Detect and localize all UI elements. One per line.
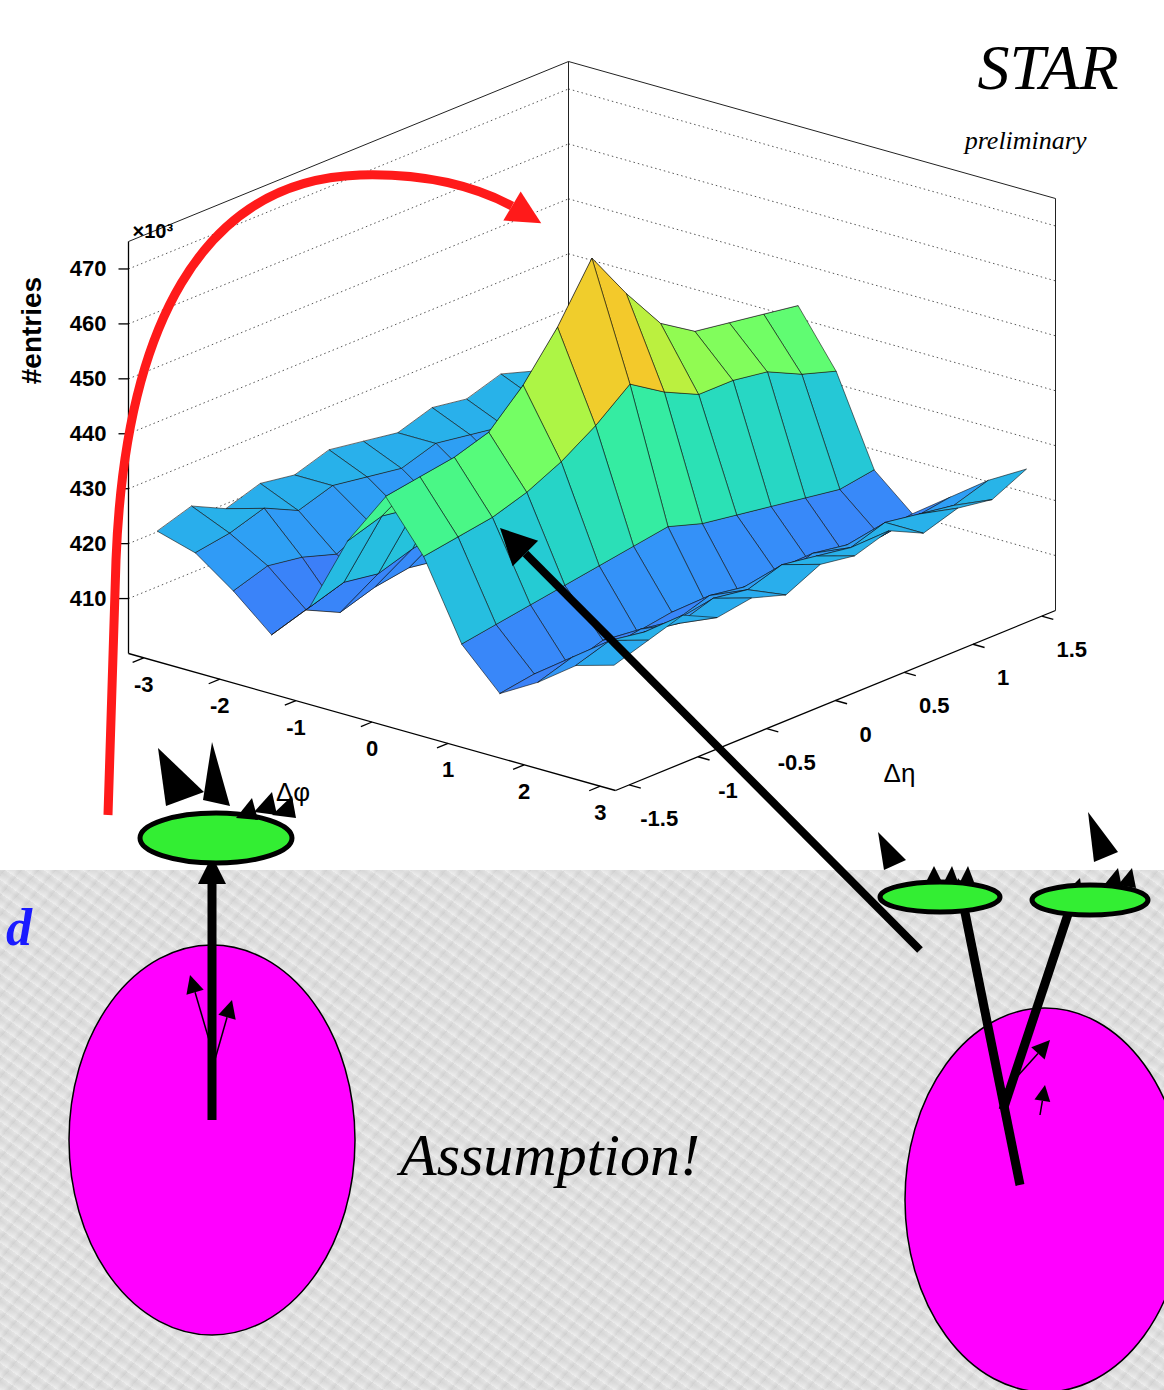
svg-text:STAR: STAR	[977, 32, 1118, 103]
svg-text:0.5: 0.5	[919, 693, 950, 718]
svg-text:1.5: 1.5	[1056, 637, 1087, 662]
svg-text:-0.5: -0.5	[778, 750, 816, 775]
svg-text:Δη: Δη	[884, 758, 916, 788]
svg-text:470: 470	[70, 256, 107, 281]
svg-text:1: 1	[442, 757, 454, 782]
svg-text:preliminary: preliminary	[963, 126, 1087, 155]
svg-text:460: 460	[70, 311, 107, 336]
svg-text:0: 0	[366, 736, 378, 761]
svg-text:440: 440	[70, 421, 107, 446]
svg-text:0: 0	[859, 722, 871, 747]
svg-text:1: 1	[997, 665, 1009, 690]
svg-text:2: 2	[518, 779, 530, 804]
svg-text:-3: -3	[134, 672, 154, 697]
svg-text:-1: -1	[286, 715, 306, 740]
svg-text:-2: -2	[210, 693, 230, 718]
svg-text:-1: -1	[718, 778, 738, 803]
svg-text:430: 430	[70, 476, 107, 501]
svg-text:#entries: #entries	[16, 277, 47, 384]
svg-text:Δφ: Δφ	[276, 777, 310, 807]
svg-text:-1.5: -1.5	[640, 806, 678, 831]
svg-text:×10³: ×10³	[133, 220, 174, 242]
svg-text:420: 420	[70, 531, 107, 556]
svg-text:3: 3	[594, 800, 606, 825]
svg-text:450: 450	[70, 366, 107, 391]
svg-text:410: 410	[70, 586, 107, 611]
svg-text:Assumption!: Assumption!	[396, 1122, 700, 1188]
svg-text:d: d	[6, 899, 33, 956]
